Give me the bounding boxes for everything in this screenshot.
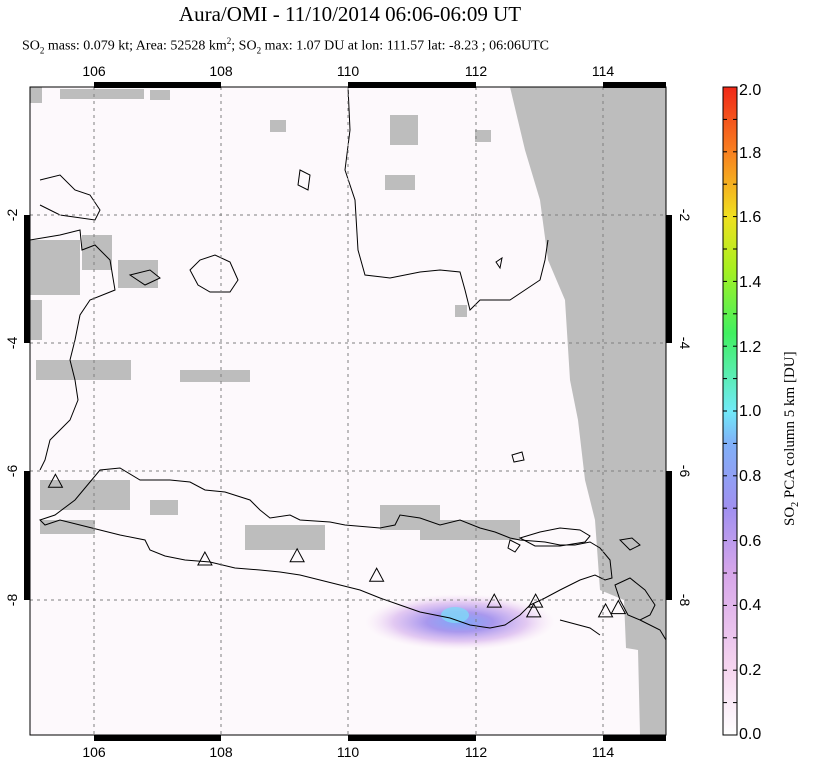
colorbar-label-1-8: 1.8: [739, 145, 761, 162]
lat-labels-left: -2 -4 -6 -8: [4, 209, 20, 607]
colorbar-label-1-6: 1.6: [739, 209, 761, 226]
lon-label-top-112: 112: [465, 63, 488, 79]
lat-label-left-6: -6: [4, 465, 20, 478]
so2-max-spot: [441, 607, 469, 623]
volcano-3-marker: [289, 547, 305, 563]
lon-label-top-108: 108: [209, 63, 233, 79]
no-data-regions: [30, 87, 666, 735]
colorbar-title: SO2 PCA column 5 km [DU]: [782, 351, 801, 526]
lon-label-top-114: 114: [592, 63, 615, 79]
lat-label-left-2: -2: [4, 209, 20, 222]
colorbar-label-2-0: 2.0: [739, 82, 761, 99]
lat-label-right-6: -6: [677, 465, 693, 478]
lat-label-left-8: -8: [4, 594, 20, 607]
volcano-9-marker: [610, 599, 627, 615]
colorbar-label-0-4: 0.4: [739, 597, 761, 614]
map-area: [30, 87, 666, 735]
colorbar-label-1-0: 1.0: [739, 403, 761, 420]
lon-label-bottom-114: 114: [592, 744, 615, 759]
colorbar-label-1-4: 1.4: [739, 274, 761, 291]
volcano-7-marker: [525, 602, 542, 618]
colorbar-label-0-8: 0.8: [739, 468, 761, 485]
lon-labels-top: 106 108 110 112 114: [82, 63, 614, 79]
coastlines: [30, 87, 666, 641]
volcano-1-marker: [47, 473, 64, 488]
lon-label-bottom-108: 108: [209, 744, 233, 759]
colorbar: 2.0 1.8 1.6 1.4 1.2 1.0 0.8 0.6 0.4 0.2 …: [722, 82, 761, 743]
volcano-5-marker: [486, 593, 503, 608]
colorbar-label-0-2: 0.2: [739, 662, 761, 679]
volcano-2-marker: [197, 550, 213, 566]
map-subtitle: SO2 mass: 0.079 kt; Area: 52528 km2; SO2…: [22, 36, 549, 56]
lat-label-right-2: -2: [677, 209, 693, 222]
colorbar-label-0-6: 0.6: [739, 533, 761, 550]
colorbar-labels: 2.0 1.8 1.6 1.4 1.2 1.0 0.8 0.6 0.4 0.2 …: [739, 82, 761, 743]
lat-label-right-8: -8: [677, 594, 693, 607]
lon-label-top-106: 106: [82, 63, 106, 79]
volcano-markers: [47, 473, 627, 618]
lon-labels-bottom: 106 108 110 112 114: [82, 744, 614, 759]
graticule: [30, 87, 666, 735]
map-title: Aura/OMI - 11/10/2014 06:06-06:09 UT: [178, 2, 522, 26]
frame-bars: [24, 82, 672, 741]
lon-label-top-110: 110: [337, 63, 360, 79]
lat-label-right-4: -4: [677, 337, 693, 350]
volcano-4-marker: [368, 567, 385, 582]
lon-label-bottom-112: 112: [465, 744, 488, 759]
lat-label-left-4: -4: [4, 337, 20, 350]
colorbar-label-1-2: 1.2: [739, 339, 761, 356]
colorbar-label-0-0: 0.0: [739, 726, 761, 743]
lon-label-bottom-106: 106: [82, 744, 106, 759]
volcano-8-marker: [597, 602, 614, 618]
lat-labels-right: -2 -4 -6 -8: [677, 209, 693, 607]
lon-label-bottom-110: 110: [337, 744, 360, 759]
